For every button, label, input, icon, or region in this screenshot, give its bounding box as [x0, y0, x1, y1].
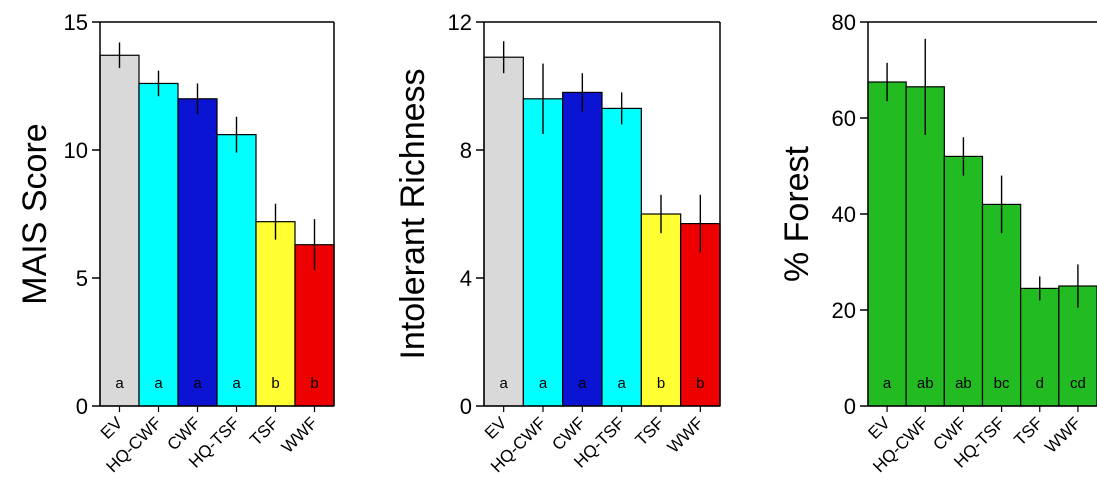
bar-tsf	[255, 221, 296, 407]
y-axis-label: Intolerant Richness	[394, 68, 432, 359]
significance-letter: b	[657, 375, 665, 392]
y-tick-label: 8	[460, 138, 472, 163]
significance-letter: a	[232, 375, 241, 392]
significance-letter: a	[115, 375, 124, 392]
significance-letter: a	[883, 375, 892, 392]
category-label: EV	[481, 413, 511, 443]
significance-letter: bc	[994, 375, 1010, 392]
y-tick-label: 0	[76, 394, 88, 419]
category-label: TSF	[632, 413, 668, 449]
y-tick-label: 10	[64, 138, 88, 163]
significance-letter: b	[310, 375, 318, 392]
y-tick-label: 40	[832, 202, 856, 227]
y-tick-label: 5	[76, 266, 88, 291]
significance-letter: a	[617, 375, 626, 392]
bar-ev	[867, 81, 907, 407]
y-tick-label: 0	[460, 394, 472, 419]
bar-cwf	[562, 91, 603, 407]
significance-letter: d	[1036, 375, 1044, 392]
significance-letter: cd	[1070, 375, 1086, 392]
bar-hq-cwf	[522, 98, 564, 407]
significance-letter: ab	[917, 375, 934, 392]
y-tick-label: 80	[832, 10, 856, 35]
y-tick-label: 0	[844, 394, 856, 419]
significance-letter: b	[696, 375, 704, 392]
category-label: EV	[97, 413, 127, 443]
bar-cwf	[943, 155, 984, 407]
bar-hq-tsf	[981, 203, 1022, 407]
bar-hq-tsf	[601, 107, 642, 407]
bar-hq-cwf	[138, 82, 179, 407]
significance-letter: a	[578, 375, 587, 392]
category-label: WWF	[278, 413, 321, 456]
bar-ev	[99, 54, 140, 407]
y-tick-label: 60	[832, 106, 856, 131]
significance-letter: a	[499, 375, 508, 392]
significance-letter: a	[193, 375, 202, 392]
y-axis-label: MAIS Score	[16, 123, 54, 304]
y-tick-label: 15	[64, 10, 88, 35]
significance-letter: b	[271, 375, 279, 392]
bar-ev	[483, 56, 524, 407]
y-tick-label: 4	[460, 266, 472, 291]
y-tick-label: 12	[448, 10, 472, 35]
significance-letter: ab	[955, 375, 972, 392]
category-label: WWF	[1041, 413, 1084, 456]
significance-letter: a	[539, 375, 548, 392]
significance-letter: a	[154, 375, 163, 392]
bar-hq-tsf	[216, 134, 257, 407]
category-label: WWF	[664, 413, 707, 456]
bar-cwf	[177, 98, 218, 407]
category-label: EV	[864, 413, 894, 443]
y-tick-label: 20	[832, 298, 856, 323]
category-label: TSF	[246, 413, 282, 449]
y-axis-label: % Forest	[778, 145, 816, 282]
bar-hq-cwf	[905, 86, 945, 407]
